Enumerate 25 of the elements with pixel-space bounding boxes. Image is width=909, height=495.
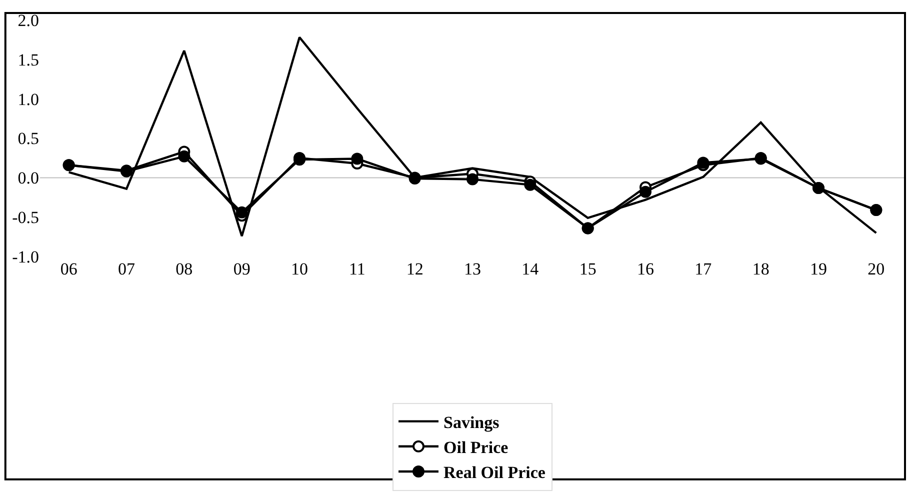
x-tick-label: 19	[810, 260, 827, 279]
y-tick-label: 0.0	[18, 168, 39, 188]
x-tick-label: 13	[464, 260, 481, 279]
y-tick-label: -1.0	[12, 248, 39, 267]
y-tick-label: 2.0	[18, 10, 39, 30]
x-tick-label: 07	[118, 260, 136, 279]
y-tick-label: 1.0	[18, 90, 39, 109]
x-tick-label: 20	[868, 260, 885, 279]
x-tick-label: 18	[752, 260, 770, 279]
x-tick-label: 11	[348, 260, 366, 279]
x-tick-label: 12	[406, 260, 424, 279]
legend-label: Oil Price	[444, 438, 509, 458]
x-tick-label: 14	[522, 260, 540, 279]
y-tick-label: -0.5	[12, 208, 39, 228]
x-tick-label: 15	[579, 260, 596, 279]
legend-label: Savings	[444, 412, 500, 432]
x-tick-label: 16	[637, 260, 654, 279]
x-tick-label: 10	[291, 260, 308, 279]
x-tick-label: 09	[233, 260, 250, 279]
x-tick-label: 06	[60, 260, 78, 279]
y-tick-label: 0.5	[18, 129, 39, 148]
y-tick-label: 1.5	[18, 50, 39, 70]
x-tick-label: 08	[176, 260, 193, 279]
x-tick-label: 17	[694, 260, 712, 279]
legend-label: Real Oil Price	[444, 463, 546, 482]
